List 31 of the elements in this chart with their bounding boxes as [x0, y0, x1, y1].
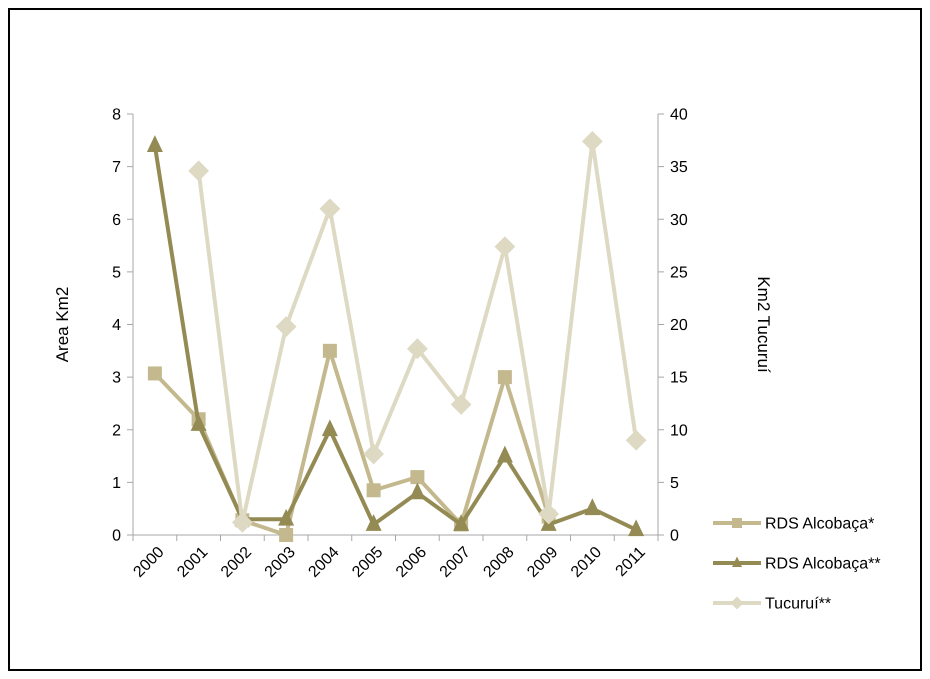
y2-tick-label: 35 [670, 159, 688, 176]
y-tick-label: 0 [112, 528, 122, 545]
point [450, 394, 472, 415]
legend-label: RDS Alcobaça** [765, 556, 881, 573]
y-tick-label: 2 [112, 422, 122, 440]
y2-tick-label: 15 [670, 370, 688, 387]
point [406, 338, 428, 360]
point [276, 316, 297, 338]
legend-label: Tucuruí** [765, 596, 832, 613]
y2-tick-label: 5 [670, 474, 679, 492]
y2-tick-label: 40 [670, 106, 688, 124]
y-tick-label: 1 [112, 474, 122, 492]
y-tick-label: 7 [112, 159, 122, 176]
point [188, 160, 210, 182]
y-tick-label: 8 [112, 106, 122, 124]
point [494, 236, 516, 258]
y2-tick-label: 30 [670, 212, 688, 229]
y-tick-label: 5 [112, 264, 122, 282]
y-tick-label: 3 [112, 370, 122, 387]
y2-tick-label: 25 [670, 264, 688, 282]
y2-tick-label: 10 [670, 422, 688, 440]
y-tick-label: 6 [112, 212, 122, 229]
legend-label: RDS Alcobaça* [765, 516, 874, 533]
y-tick-label: 4 [112, 317, 122, 334]
y2-tick-label: 20 [670, 317, 688, 334]
y2-tick-label: 0 [670, 528, 679, 545]
point [626, 430, 647, 451]
y2-axis-title: Km2 Tucuruí [754, 276, 773, 373]
point [363, 444, 384, 464]
point [319, 198, 340, 220]
y-axis-title: Area Km2 [53, 286, 72, 362]
